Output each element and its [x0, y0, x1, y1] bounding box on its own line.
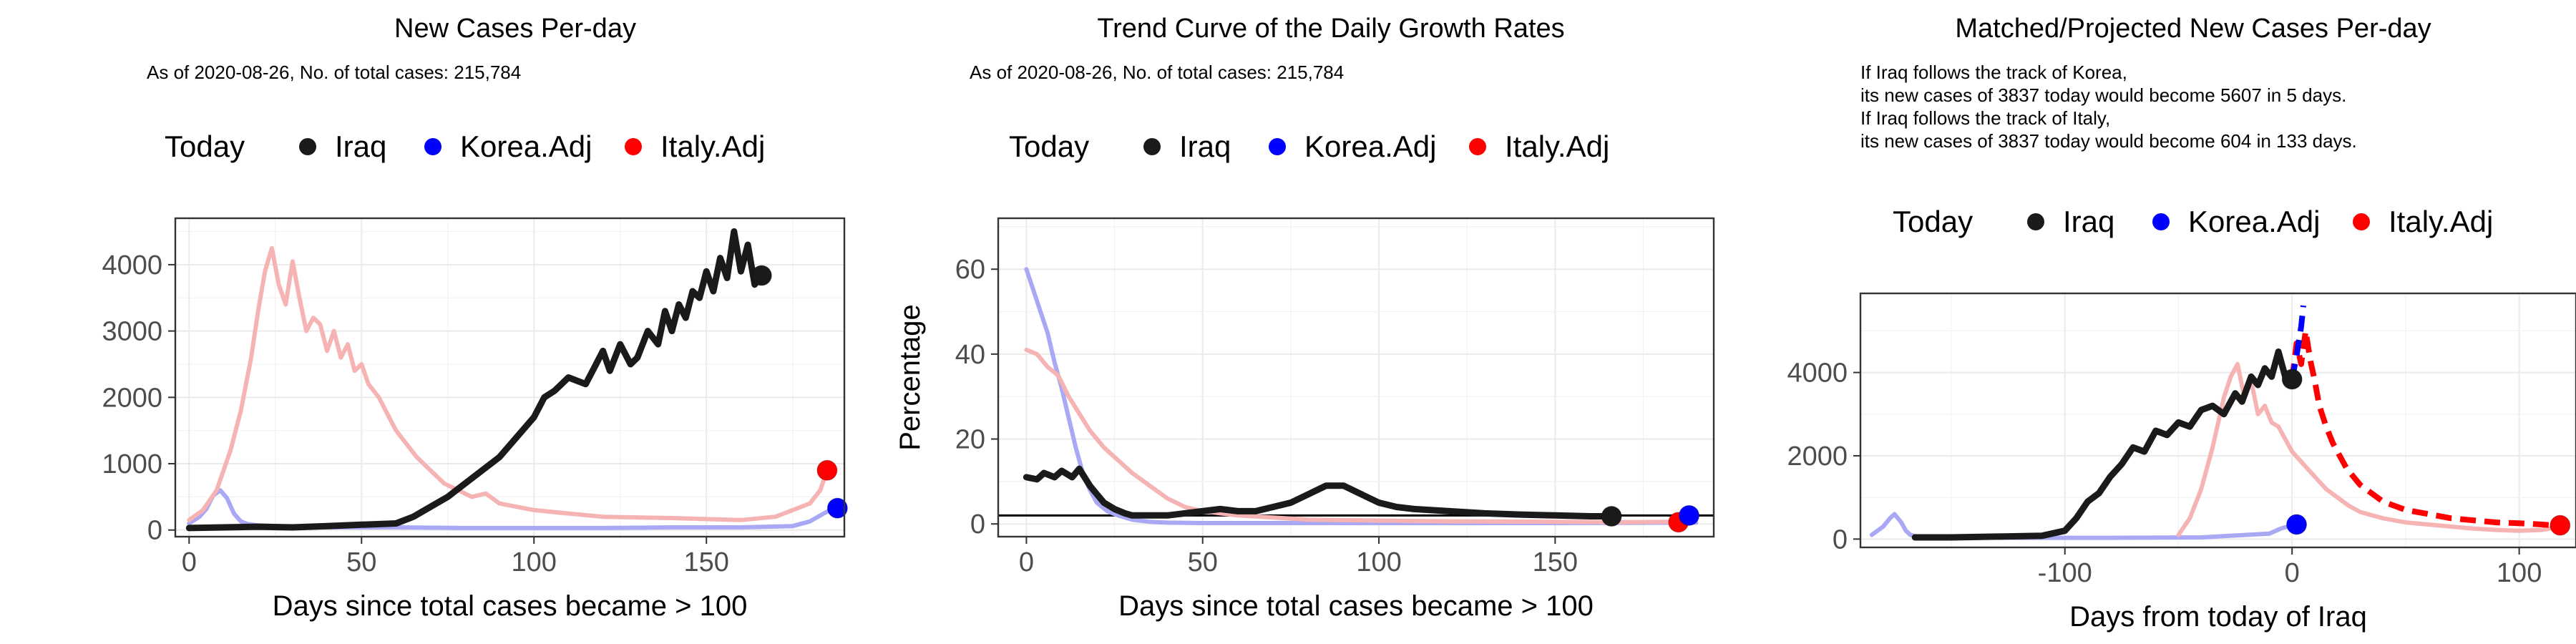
legend-label-iraq: Iraq: [335, 130, 386, 163]
chart-subtitle-line: its new cases of 3837 today would become…: [1860, 84, 2346, 106]
chart-subtitle-line: its new cases of 3837 today would become…: [1860, 130, 2357, 152]
y-tick-label: 4000: [102, 250, 162, 280]
x-tick-label: 100: [512, 547, 557, 577]
series-line-korea-adj-projected: [2289, 305, 2306, 380]
y-tick-label: 3000: [102, 317, 162, 347]
chart-title: New Cases Per-day: [394, 14, 636, 44]
series-line-italy-adj: [1024, 347, 1681, 525]
x-axis-label: Days since total cases became > 100: [273, 590, 748, 622]
panel-projected: Matched/Projected New Cases Per-day If Ir…: [1717, 0, 2576, 644]
legend-label-iraq: Iraq: [2063, 205, 2114, 238]
legend-label-korea: Korea.Adj: [460, 130, 592, 163]
plot-frame: [174, 217, 846, 538]
legend-key-korea: [2152, 213, 2170, 230]
y-tick-label: 2000: [102, 383, 162, 413]
plot-frame: [1859, 292, 2576, 549]
legend: Today Iraq Korea.Adj Italy.Adj: [1893, 205, 2493, 238]
legend: Today Iraq Korea.Adj Italy.Adj: [165, 130, 765, 163]
y-tick-label: 0: [1833, 525, 1848, 555]
y-tick-label: 20: [955, 425, 985, 455]
series-line-iraq: [185, 228, 765, 532]
legend-key-italy: [2353, 213, 2370, 230]
plot-frame: [997, 217, 1715, 538]
legend-label-korea: Korea.Adj: [1304, 130, 1436, 163]
series-line-italy-adj-projected: [2289, 328, 2561, 529]
series-line-italy-adj: [187, 245, 829, 522]
x-tick-label: -100: [2038, 558, 2092, 588]
panel-new-cases: New Cases Per-day As of 2020-08-26, No. o…: [0, 0, 859, 644]
chart-subtitle-line: If Iraq follows the track of Korea,: [1860, 62, 2127, 83]
legend-label-italy: Italy.Adj: [2389, 205, 2493, 238]
x-tick-label: 50: [346, 547, 376, 577]
plot-area: [185, 228, 836, 532]
y-tick-label: 0: [147, 516, 162, 546]
series-line-iraq: [1023, 465, 1615, 519]
y-tick-label: 4000: [1787, 358, 1848, 389]
legend-label-korea: Korea.Adj: [2188, 205, 2320, 238]
plot-area: [1869, 305, 2562, 541]
x-axis-label: Days since total cases became > 100: [1118, 590, 1594, 622]
legend-title: Today: [1009, 130, 1089, 163]
legend-label-iraq: Iraq: [1179, 130, 1231, 163]
today-point-korea-adj: [1679, 504, 1700, 526]
series-line-iraq: [1911, 348, 2296, 541]
x-tick-label: 50: [1188, 547, 1218, 577]
x-tick-label: 100: [2497, 558, 2542, 588]
chart-projected: Matched/Projected New Cases Per-day If Ir…: [1787, 14, 2576, 633]
legend-key-iraq: [1143, 138, 1161, 155]
chart-subtitle-line: If Iraq follows the track of Italy,: [1860, 107, 2110, 129]
today-point-italy-adj: [2550, 514, 2571, 536]
y-tick-label: 1000: [102, 449, 162, 479]
legend-title: Today: [1893, 205, 1973, 238]
x-tick-label: 150: [684, 547, 729, 577]
x-tick-label: 150: [1533, 547, 1578, 577]
x-axis-label: Days from today of Iraq: [2069, 601, 2367, 633]
chart-growth-rates: Trend Curve of the Daily Growth Rates As …: [894, 14, 1715, 622]
y-axis-label: Percentage: [894, 304, 926, 451]
x-tick-label: 100: [1356, 547, 1401, 577]
series-line-korea-adj: [1024, 267, 1699, 525]
plot-area: [998, 267, 1714, 525]
legend-key-italy: [1469, 138, 1486, 155]
legend-key-italy: [625, 138, 642, 155]
x-tick-label: 0: [1019, 547, 1034, 577]
today-point-italy-adj: [816, 459, 838, 481]
legend-key-korea: [424, 138, 441, 155]
chart-subtitle: As of 2020-08-26, No. of total cases: 21…: [147, 62, 521, 83]
chart-new-cases: New Cases Per-day As of 2020-08-26, No. o…: [102, 14, 848, 622]
series-line-korea-adj: [187, 488, 836, 530]
chart-subtitle: As of 2020-08-26, No. of total cases: 21…: [970, 62, 1344, 83]
grid: [175, 218, 844, 537]
y-tick-label: 40: [955, 340, 985, 370]
x-tick-label: 0: [182, 547, 197, 577]
chart-title: Trend Curve of the Daily Growth Rates: [1097, 14, 1564, 44]
series-line-italy-adj: [2176, 361, 2562, 537]
today-point-iraq: [2281, 369, 2303, 390]
y-tick-label: 60: [955, 255, 985, 285]
chart-title: Matched/Projected New Cases Per-day: [1955, 14, 2431, 44]
legend-key-iraq: [2027, 213, 2044, 230]
legend-label-italy: Italy.Adj: [1505, 130, 1609, 163]
legend-key-iraq: [299, 138, 316, 155]
y-tick-label: 0: [970, 509, 985, 540]
legend: Today Iraq Korea.Adj Italy.Adj: [1009, 130, 1609, 163]
legend-title: Today: [165, 130, 245, 163]
legend-key-korea: [1269, 138, 1286, 155]
today-point-iraq: [751, 265, 772, 286]
today-point-iraq: [1601, 506, 1622, 527]
y-tick-label: 2000: [1787, 441, 1848, 472]
panel-growth-rates: Trend Curve of the Daily Growth Rates As …: [859, 0, 1717, 644]
today-point-korea-adj: [2286, 514, 2308, 535]
x-tick-label: 0: [2285, 558, 2300, 588]
legend-label-italy: Italy.Adj: [660, 130, 765, 163]
today-point-korea-adj: [826, 497, 848, 519]
